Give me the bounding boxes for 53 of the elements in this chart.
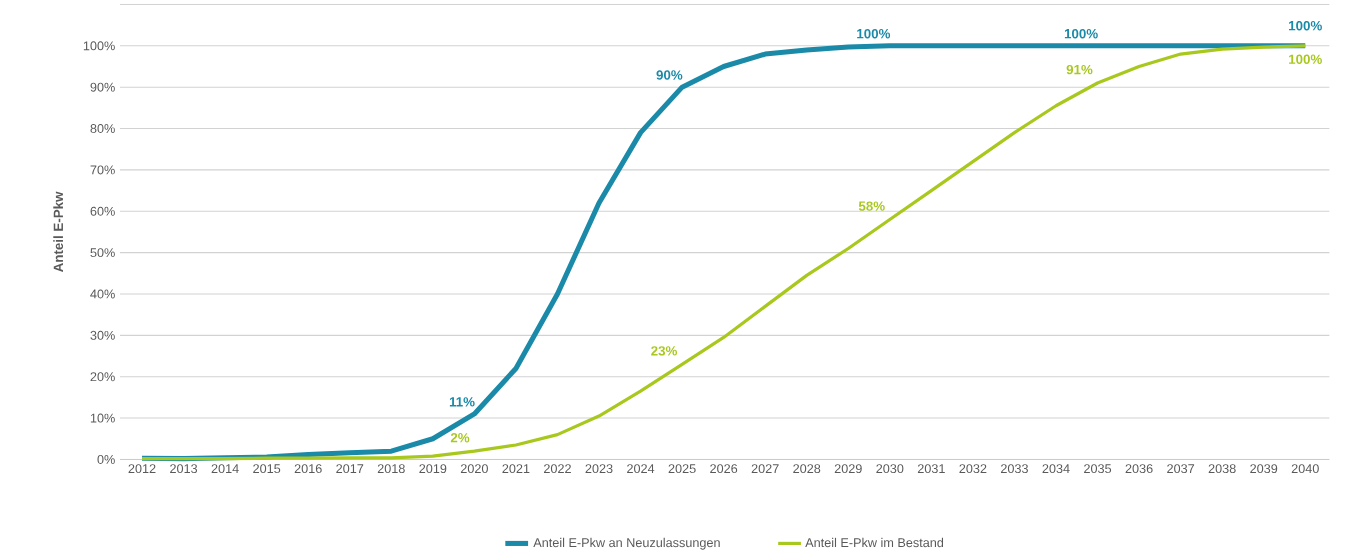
x-tick-label: 2026 [710, 463, 738, 473]
y-tick-label: 80% [90, 123, 115, 133]
y-tick-label: 40% [90, 289, 115, 299]
x-tick-label: 2015 [253, 463, 281, 473]
x-tick-label: 2013 [170, 463, 198, 473]
data-label: 58% [858, 201, 885, 211]
x-tick-label: 2024 [627, 463, 655, 473]
x-tick-label: 2040 [1291, 463, 1319, 473]
x-tick-label: 2028 [793, 463, 821, 473]
x-tick-label: 2031 [917, 463, 945, 473]
y-tick-label: 10% [90, 413, 115, 423]
x-tick-label: 2022 [544, 463, 571, 473]
data-label: 91% [1066, 64, 1093, 75]
x-tick-label: 2034 [1042, 463, 1070, 473]
legend-label: Anteil E-Pkw an Neuzulassungen [533, 537, 720, 550]
data-label: 100% [1289, 20, 1322, 31]
y-axis-title: Anteil E-Pkw [53, 191, 64, 272]
y-tick-label: 70% [90, 165, 115, 175]
x-tick-label: 2020 [460, 463, 488, 473]
x-tick-label: 2019 [419, 463, 447, 473]
x-tick-label: 2021 [502, 463, 530, 473]
x-tick-label: 2035 [1084, 463, 1112, 473]
data-label: 100% [1289, 54, 1322, 64]
x-tick-label: 2012 [128, 463, 156, 473]
x-tick-label: 2018 [377, 463, 405, 473]
x-tick-label: 2025 [668, 463, 696, 473]
x-tick-label: 2039 [1250, 463, 1278, 473]
x-tick-label: 2030 [876, 463, 904, 473]
x-tick-label: 2036 [1125, 463, 1153, 473]
x-tick-label: 2037 [1167, 463, 1195, 473]
y-tick-label: 60% [90, 206, 115, 216]
data-label: 23% [651, 345, 678, 356]
data-label: 100% [1064, 28, 1098, 39]
x-tick-label: 2014 [211, 463, 239, 473]
data-label: 2% [450, 432, 470, 443]
legend-label: Anteil E-Pkw im Bestand [805, 537, 944, 547]
y-tick-label: 100% [83, 41, 115, 51]
data-label: 100% [857, 28, 891, 39]
data-label: 11% [449, 396, 475, 407]
y-tick-label: 90% [90, 82, 115, 92]
y-tick-label: 50% [90, 247, 115, 257]
y-tick-label: 0% [97, 454, 115, 464]
x-tick-label: 2029 [834, 463, 862, 473]
data-label: 90% [656, 70, 683, 80]
y-tick-label: 20% [90, 372, 115, 381]
x-tick-label: 2033 [1000, 463, 1028, 473]
y-tick-label: 30% [90, 330, 115, 340]
x-tick-label: 2032 [959, 463, 987, 473]
x-tick-label: 2027 [751, 463, 779, 473]
x-tick-label: 2017 [336, 463, 364, 473]
x-tick-label: 2038 [1208, 463, 1236, 473]
x-tick-label: 2023 [585, 463, 613, 473]
x-tick-label: 2016 [294, 463, 322, 473]
